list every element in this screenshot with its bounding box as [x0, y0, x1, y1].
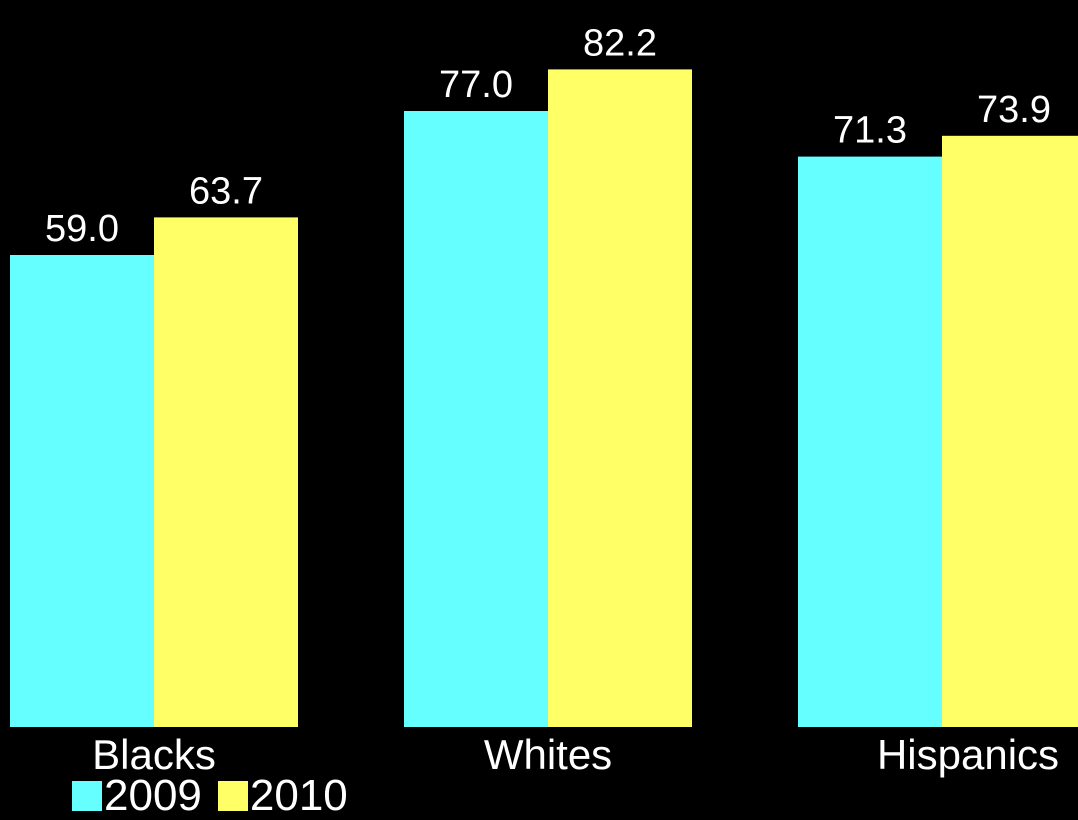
legend-label-2010: 2010	[249, 771, 348, 820]
legend-item-2010: 2010	[217, 771, 348, 820]
bar-hispanics-2010	[942, 135, 1078, 728]
data-label-whites-2009: 77.0	[439, 64, 513, 106]
data-label-hispanics-2010: 73.9	[977, 89, 1051, 131]
bar-blacks-2010	[154, 217, 298, 727]
category-label-whites: Whites	[484, 731, 612, 778]
legend-swatch-2010	[217, 781, 248, 811]
data-label-blacks-2010: 63.7	[189, 170, 263, 212]
legend-item-2009: 2009	[72, 773, 202, 819]
bar-blacks-2009	[10, 255, 154, 727]
data-label-whites-2010: 82.2	[583, 22, 657, 64]
bar-whites-2009	[404, 111, 548, 727]
legend-swatch-2009	[72, 781, 102, 811]
category-label-hispanics: Hispanics	[877, 731, 1059, 778]
category-label-blacks: Blacks	[92, 731, 216, 778]
data-label-blacks-2009: 59.0	[45, 208, 119, 250]
bar-hispanics-2009	[798, 156, 942, 728]
legend: 2009 2010	[72, 773, 348, 819]
bar-whites-2010	[548, 69, 692, 727]
legend-label-2009: 2009	[104, 771, 202, 820]
data-label-hispanics-2009: 71.3	[833, 110, 907, 152]
